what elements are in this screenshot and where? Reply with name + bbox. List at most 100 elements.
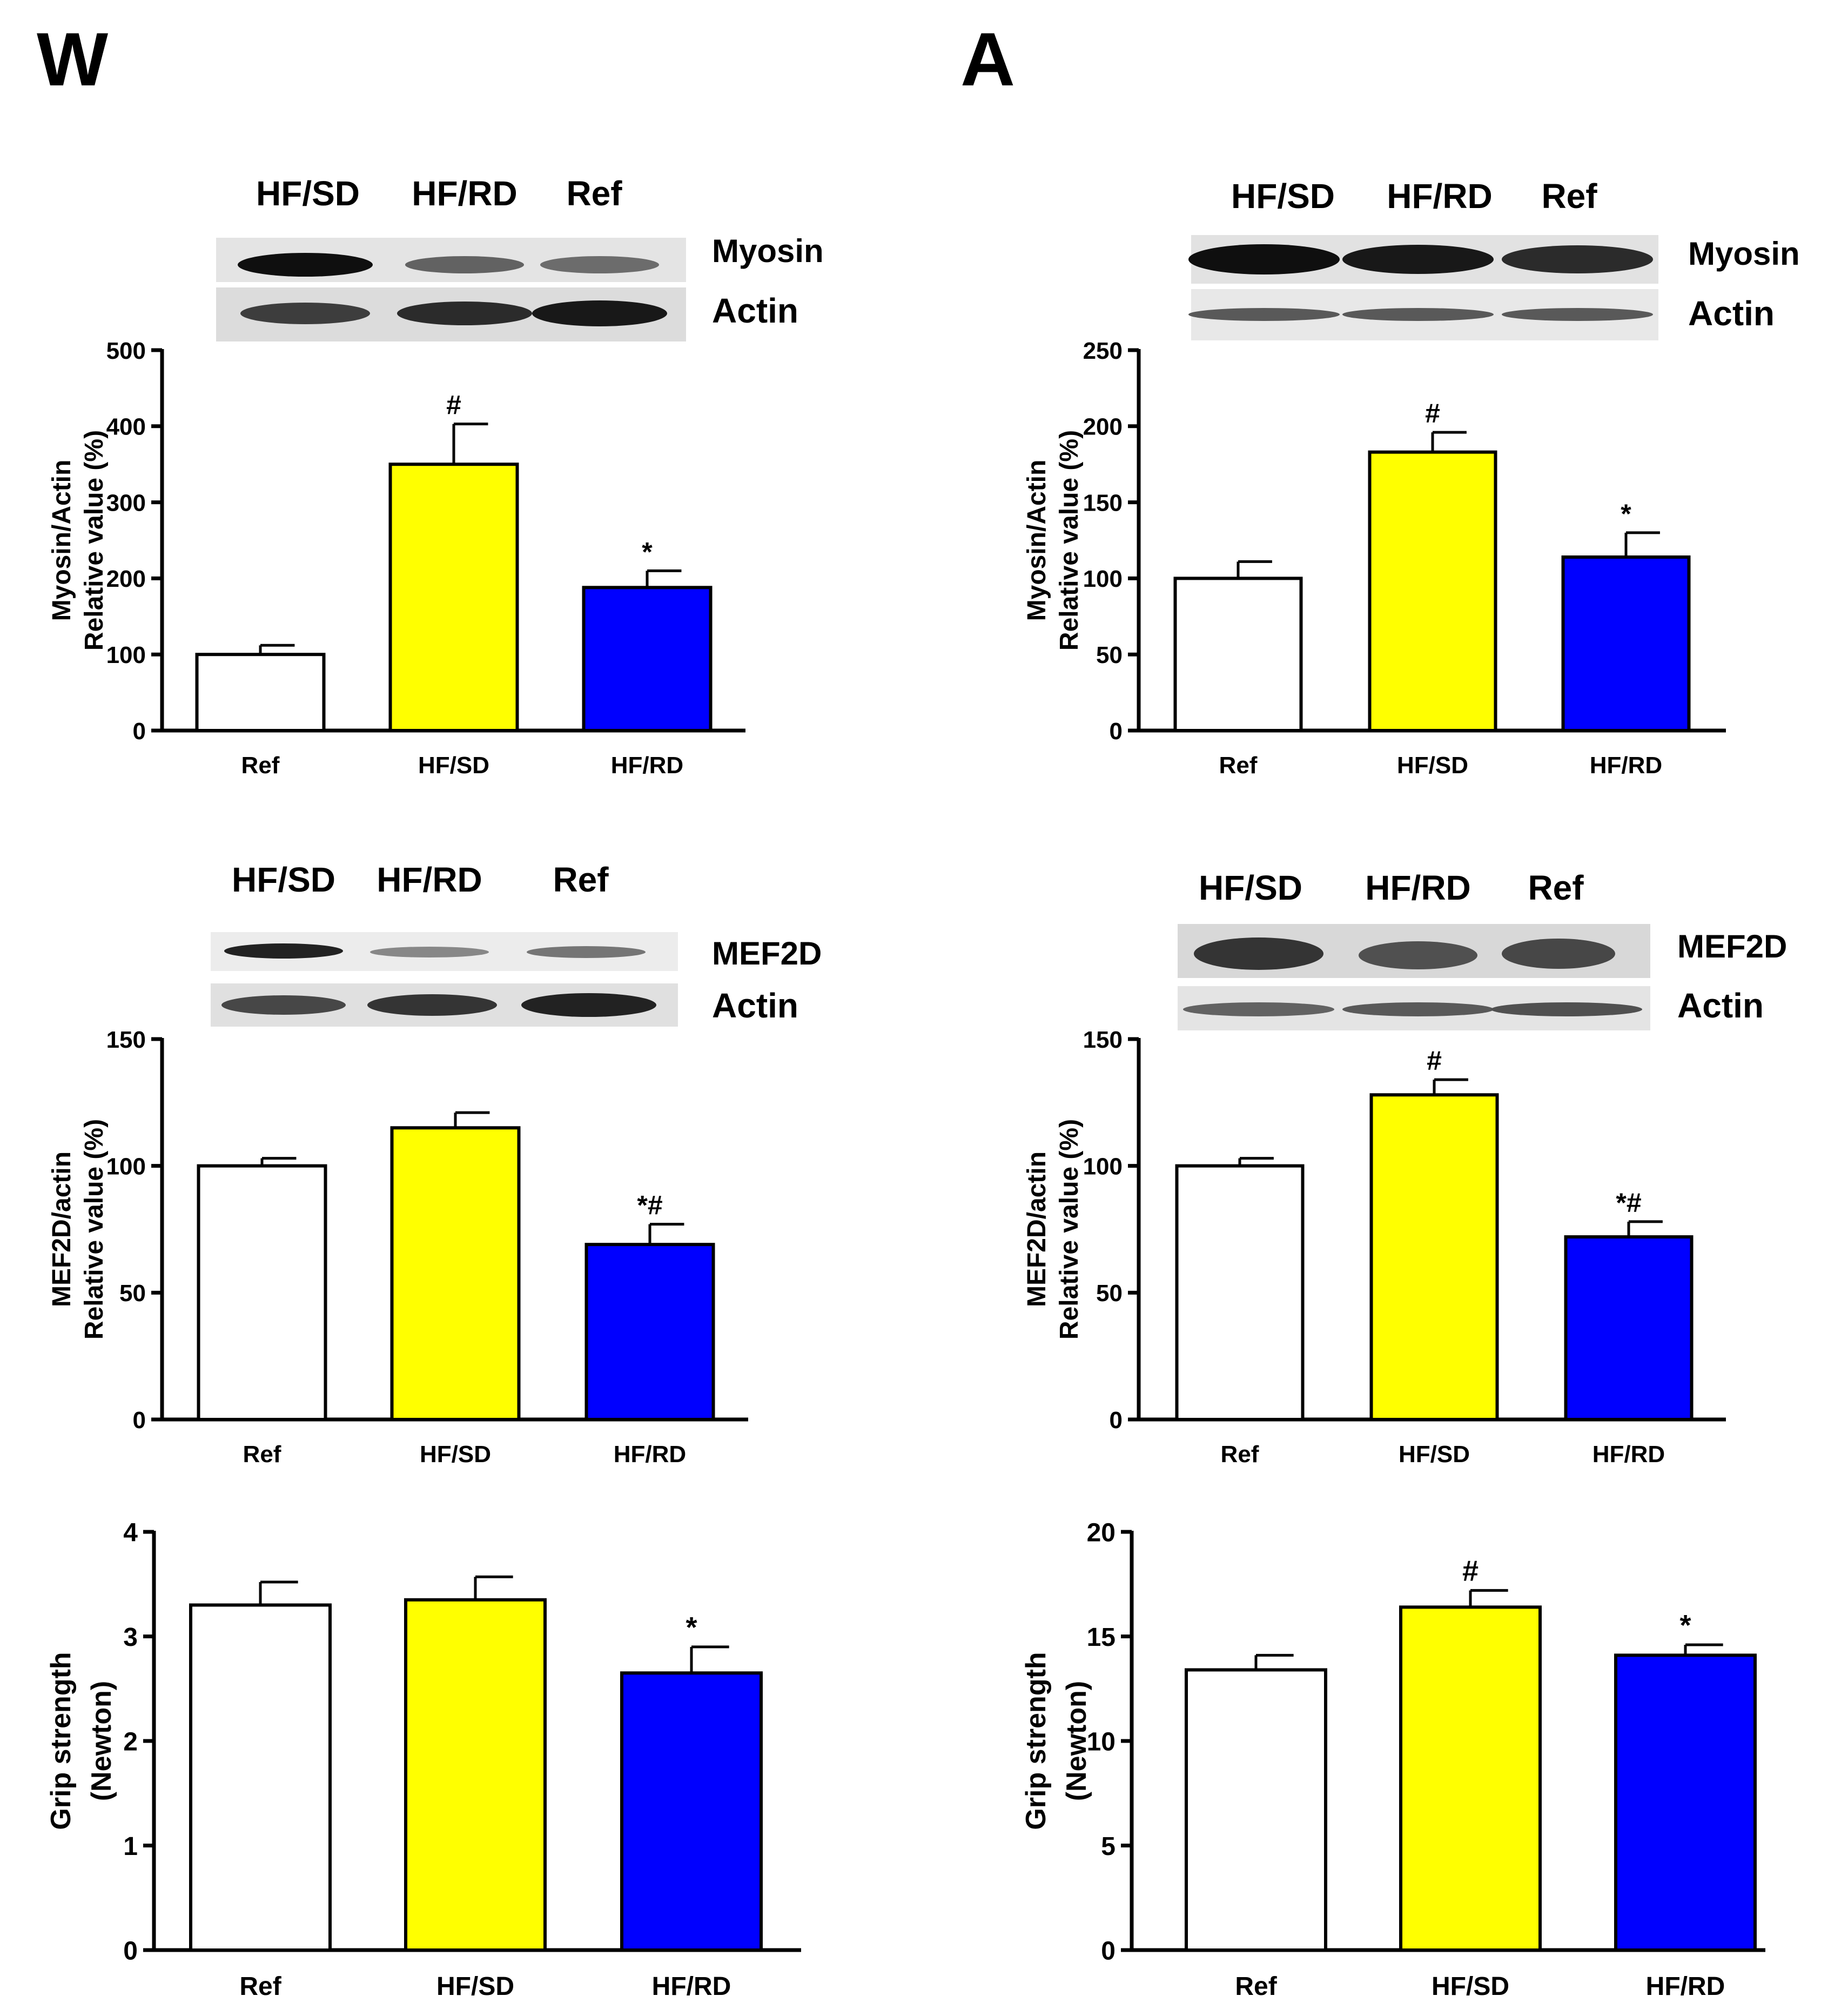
chart-w-grip-strength: 0 1 2 3 4 Ref HF/SD * HF/RD Grip strength (Newton) bbox=[45, 1518, 801, 2001]
bar bbox=[404, 1598, 547, 1952]
x-tick-label: HF/SD bbox=[418, 752, 489, 779]
y-tick-label: 250 bbox=[1083, 338, 1123, 364]
bar bbox=[620, 1671, 763, 1952]
x-tick-label: HF/RD bbox=[611, 752, 683, 779]
blot-a-myosin: HF/SD HF/RD Ref Myosin Actin bbox=[1188, 177, 1800, 340]
blot-band bbox=[1342, 1002, 1494, 1016]
y-axis-label: Relative value (%) bbox=[1055, 1119, 1084, 1339]
y-tick-label: 100 bbox=[106, 1154, 146, 1180]
bar bbox=[582, 586, 713, 733]
y-tick-label: 50 bbox=[1096, 1280, 1123, 1307]
blot-w-myosin: HF/SD HF/RD Ref Myosin Actin bbox=[216, 174, 824, 341]
y-tick-label: 150 bbox=[1083, 1027, 1123, 1053]
y-axis-label: (Newton) bbox=[1061, 1681, 1092, 1801]
blot-band bbox=[1502, 308, 1653, 321]
y-tick-label: 1 bbox=[123, 1832, 138, 1861]
significance-label: *# bbox=[637, 1190, 662, 1221]
blot-band bbox=[397, 302, 532, 325]
blot-band-label: Myosin bbox=[1688, 236, 1800, 272]
bar bbox=[1369, 1093, 1499, 1421]
blot-band bbox=[1188, 308, 1340, 321]
blot-lane-label: HF/SD bbox=[232, 860, 335, 899]
blot-lane-label: Ref bbox=[553, 860, 609, 899]
chart-a-myosin-actin: 0 50 100 150 200 250 Ref # HF/SD * HF/RD Myosin/Act… bbox=[1023, 338, 1726, 779]
blot-band bbox=[367, 994, 497, 1016]
blot-lane-label: Ref bbox=[1528, 868, 1584, 907]
y-tick-label: 0 bbox=[1110, 718, 1123, 745]
panel-letter-a: A bbox=[960, 17, 1015, 102]
y-tick-label: 10 bbox=[1087, 1727, 1116, 1756]
significance-label: * bbox=[1621, 499, 1631, 529]
bar bbox=[195, 653, 326, 732]
blot-w-mef2d: HF/SD HF/RD Ref MEF2D Actin bbox=[211, 860, 822, 1027]
blot-lane-label: HF/RD bbox=[412, 174, 518, 213]
x-tick-label: HF/SD bbox=[1397, 752, 1468, 779]
blot-band bbox=[238, 253, 373, 277]
bar bbox=[197, 1164, 327, 1422]
blot-band bbox=[1342, 308, 1494, 321]
bar bbox=[189, 1603, 332, 1952]
y-axis-label: Myosin/Actin bbox=[48, 460, 76, 621]
bar bbox=[388, 463, 519, 732]
blot-band-label: Actin bbox=[1677, 986, 1764, 1025]
blot-band bbox=[370, 947, 489, 957]
y-axis-label: Grip strength bbox=[1020, 1652, 1052, 1830]
bar bbox=[584, 1243, 715, 1421]
y-tick-label: 3 bbox=[123, 1623, 138, 1652]
bar bbox=[1399, 1605, 1542, 1952]
y-tick-label: 500 bbox=[106, 338, 146, 364]
x-tick-label: HF/RD bbox=[1646, 1972, 1725, 2001]
y-tick-label: 50 bbox=[1096, 642, 1123, 668]
y-tick-label: 15 bbox=[1087, 1623, 1116, 1652]
blot-lane-label: HF/RD bbox=[1387, 177, 1493, 216]
x-tick-label: Ref bbox=[1219, 752, 1258, 779]
significance-label: * bbox=[642, 537, 653, 567]
y-tick-label: 0 bbox=[1110, 1407, 1123, 1434]
y-tick-label: 100 bbox=[106, 642, 146, 668]
y-tick-label: 50 bbox=[119, 1280, 146, 1307]
y-axis-label: Grip strength bbox=[45, 1652, 77, 1830]
bar bbox=[1561, 555, 1691, 732]
y-tick-label: 400 bbox=[106, 414, 146, 440]
y-tick-label: 200 bbox=[1083, 414, 1123, 440]
y-tick-label: 100 bbox=[1083, 566, 1123, 592]
blot-band-label: Actin bbox=[712, 986, 798, 1025]
x-tick-label: Ref bbox=[243, 1441, 281, 1468]
x-tick-label: HF/SD bbox=[1432, 1972, 1509, 2001]
y-axis-label: MEF2D/actin bbox=[1023, 1151, 1051, 1307]
y-tick-label: 0 bbox=[1101, 1937, 1116, 1965]
x-tick-label: HF/SD bbox=[436, 1972, 514, 2001]
blot-band-label: Actin bbox=[1688, 294, 1775, 333]
blot-band bbox=[224, 943, 343, 959]
blot-band bbox=[532, 300, 667, 326]
x-tick-label: HF/RD bbox=[652, 1972, 731, 2001]
blot-band-label: Myosin bbox=[712, 233, 824, 269]
y-tick-label: 4 bbox=[123, 1518, 138, 1547]
y-tick-label: 150 bbox=[1083, 490, 1123, 516]
y-tick-label: 100 bbox=[1083, 1154, 1123, 1180]
blot-band bbox=[221, 995, 346, 1015]
blot-band bbox=[527, 946, 646, 958]
y-axis-label: Relative value (%) bbox=[80, 1119, 109, 1339]
y-axis-label: Relative value (%) bbox=[1055, 430, 1084, 651]
blot-lane-label: Ref bbox=[566, 174, 622, 213]
x-tick-label: HF/RD bbox=[1592, 1441, 1665, 1468]
blot-band bbox=[521, 993, 656, 1017]
blot-band bbox=[1188, 244, 1340, 274]
blot-band bbox=[1502, 939, 1615, 969]
y-axis-label: Relative value (%) bbox=[80, 430, 109, 651]
y-tick-label: 2 bbox=[123, 1727, 138, 1756]
significance-label: * bbox=[686, 1611, 697, 1644]
blot-band bbox=[405, 256, 524, 273]
y-tick-label: 0 bbox=[133, 1407, 146, 1434]
significance-label: # bbox=[1462, 1555, 1479, 1587]
x-tick-label: Ref bbox=[1235, 1972, 1277, 2001]
blot-band bbox=[1502, 245, 1653, 273]
x-tick-label: Ref bbox=[1221, 1441, 1259, 1468]
significance-label: # bbox=[446, 390, 461, 420]
chart-w-mef2d-actin: 0 50 100 150 Ref HF/SD *# HF/RD MEF2D/actin Relat… bbox=[48, 1027, 748, 1468]
blot-band bbox=[1342, 245, 1494, 274]
blot-lane-label: HF/SD bbox=[1231, 177, 1335, 216]
y-tick-label: 0 bbox=[133, 718, 146, 745]
bar bbox=[1185, 1668, 1327, 1952]
